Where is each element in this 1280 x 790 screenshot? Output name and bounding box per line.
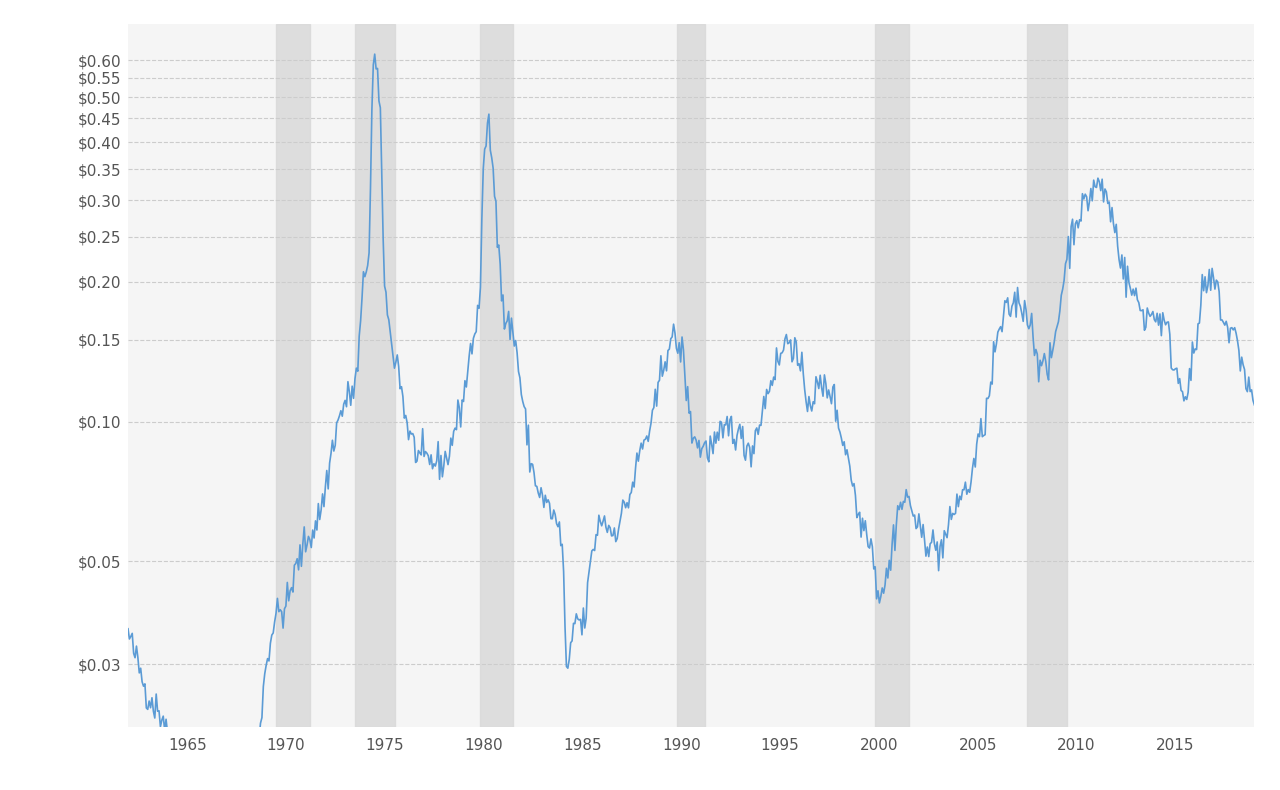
Bar [480, 24, 513, 727]
Bar [1027, 24, 1066, 727]
Bar [356, 24, 394, 727]
Bar [876, 24, 909, 727]
Bar [677, 24, 705, 727]
Bar [276, 24, 310, 727]
